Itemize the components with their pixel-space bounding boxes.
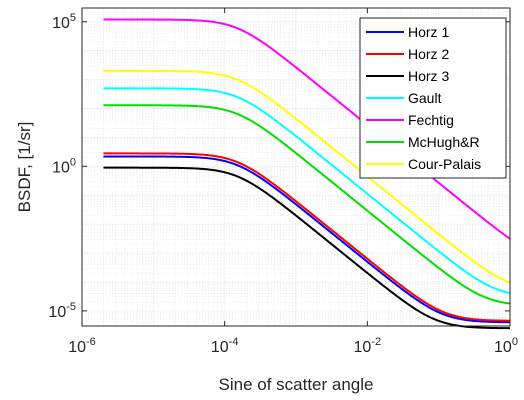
legend-label-7: Cour-Palais [408,156,481,172]
legend: Horz 1 Horz 2 Horz 3 Gault Fechtig McHugh&R Co… [359,17,507,179]
x-tick-label: 10-2 [354,336,382,356]
x-tick-label: 10-4 [211,336,239,356]
series-line-2 [103,152,511,322]
series-lines [103,18,511,330]
y-tick-label: 105 [52,12,76,32]
legend-label-3: Horz 3 [408,68,449,84]
legend-label-6: McHugh&R [408,134,480,150]
series-line-6 [103,104,511,305]
y-tick-label: 10-5 [48,301,76,321]
x-tick-label: 10-6 [68,336,96,356]
x-tick-label: 100 [494,336,518,356]
x-axis-label: Sine of scatter angle [219,375,374,394]
legend-label-1: Horz 1 [408,24,449,40]
tick-marks [81,8,511,326]
series-line-1 [103,155,511,324]
y-axis-label: BSDF, [1/sr] [15,122,34,213]
legend-label-2: Horz 2 [408,46,449,62]
tick-labels: 10-6 10-4 10-2 100 10-5 100 105 [48,12,518,356]
series-line-5 [103,18,511,240]
series-line-7 [103,69,511,284]
series-line-4 [103,87,511,295]
legend-label-4: Gault [408,90,442,106]
plot-frame [81,7,511,327]
y-tick-label: 100 [52,156,76,176]
legend-label-5: Fechtig [408,112,454,128]
series-line-3 [103,166,511,330]
